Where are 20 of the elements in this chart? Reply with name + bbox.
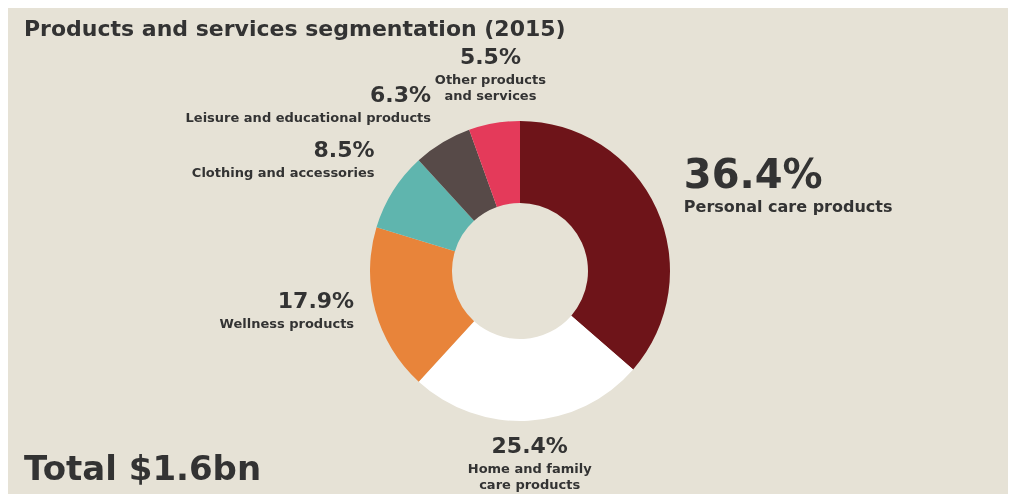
slice-label: Clothing and accessories xyxy=(191,165,375,181)
data-label: 36.4% xyxy=(683,151,823,198)
donut-slice xyxy=(520,121,670,370)
data-label: 8.5% xyxy=(313,137,375,163)
data-label: 25.4% xyxy=(491,432,568,458)
data-label: 17.9% xyxy=(277,288,355,314)
donut-slice xyxy=(370,227,475,382)
slice-label: Home and family care products xyxy=(467,460,593,492)
slice-label: Other products and services xyxy=(434,71,547,103)
chart-title: Products and services segmentation (2015) xyxy=(24,16,566,41)
donut-slice xyxy=(469,121,520,208)
data-label: 6.3% xyxy=(370,81,432,107)
donut-slice xyxy=(418,315,634,421)
slice-label: Wellness products xyxy=(219,316,355,332)
donut-slice xyxy=(376,160,475,252)
text: Total $1.6bn xyxy=(24,448,262,488)
donut-slice xyxy=(418,129,497,221)
slice-label: Leisure and educational products xyxy=(185,109,432,125)
slice-label: Personal care products xyxy=(683,197,893,217)
data-label: 5.5% xyxy=(459,43,521,69)
